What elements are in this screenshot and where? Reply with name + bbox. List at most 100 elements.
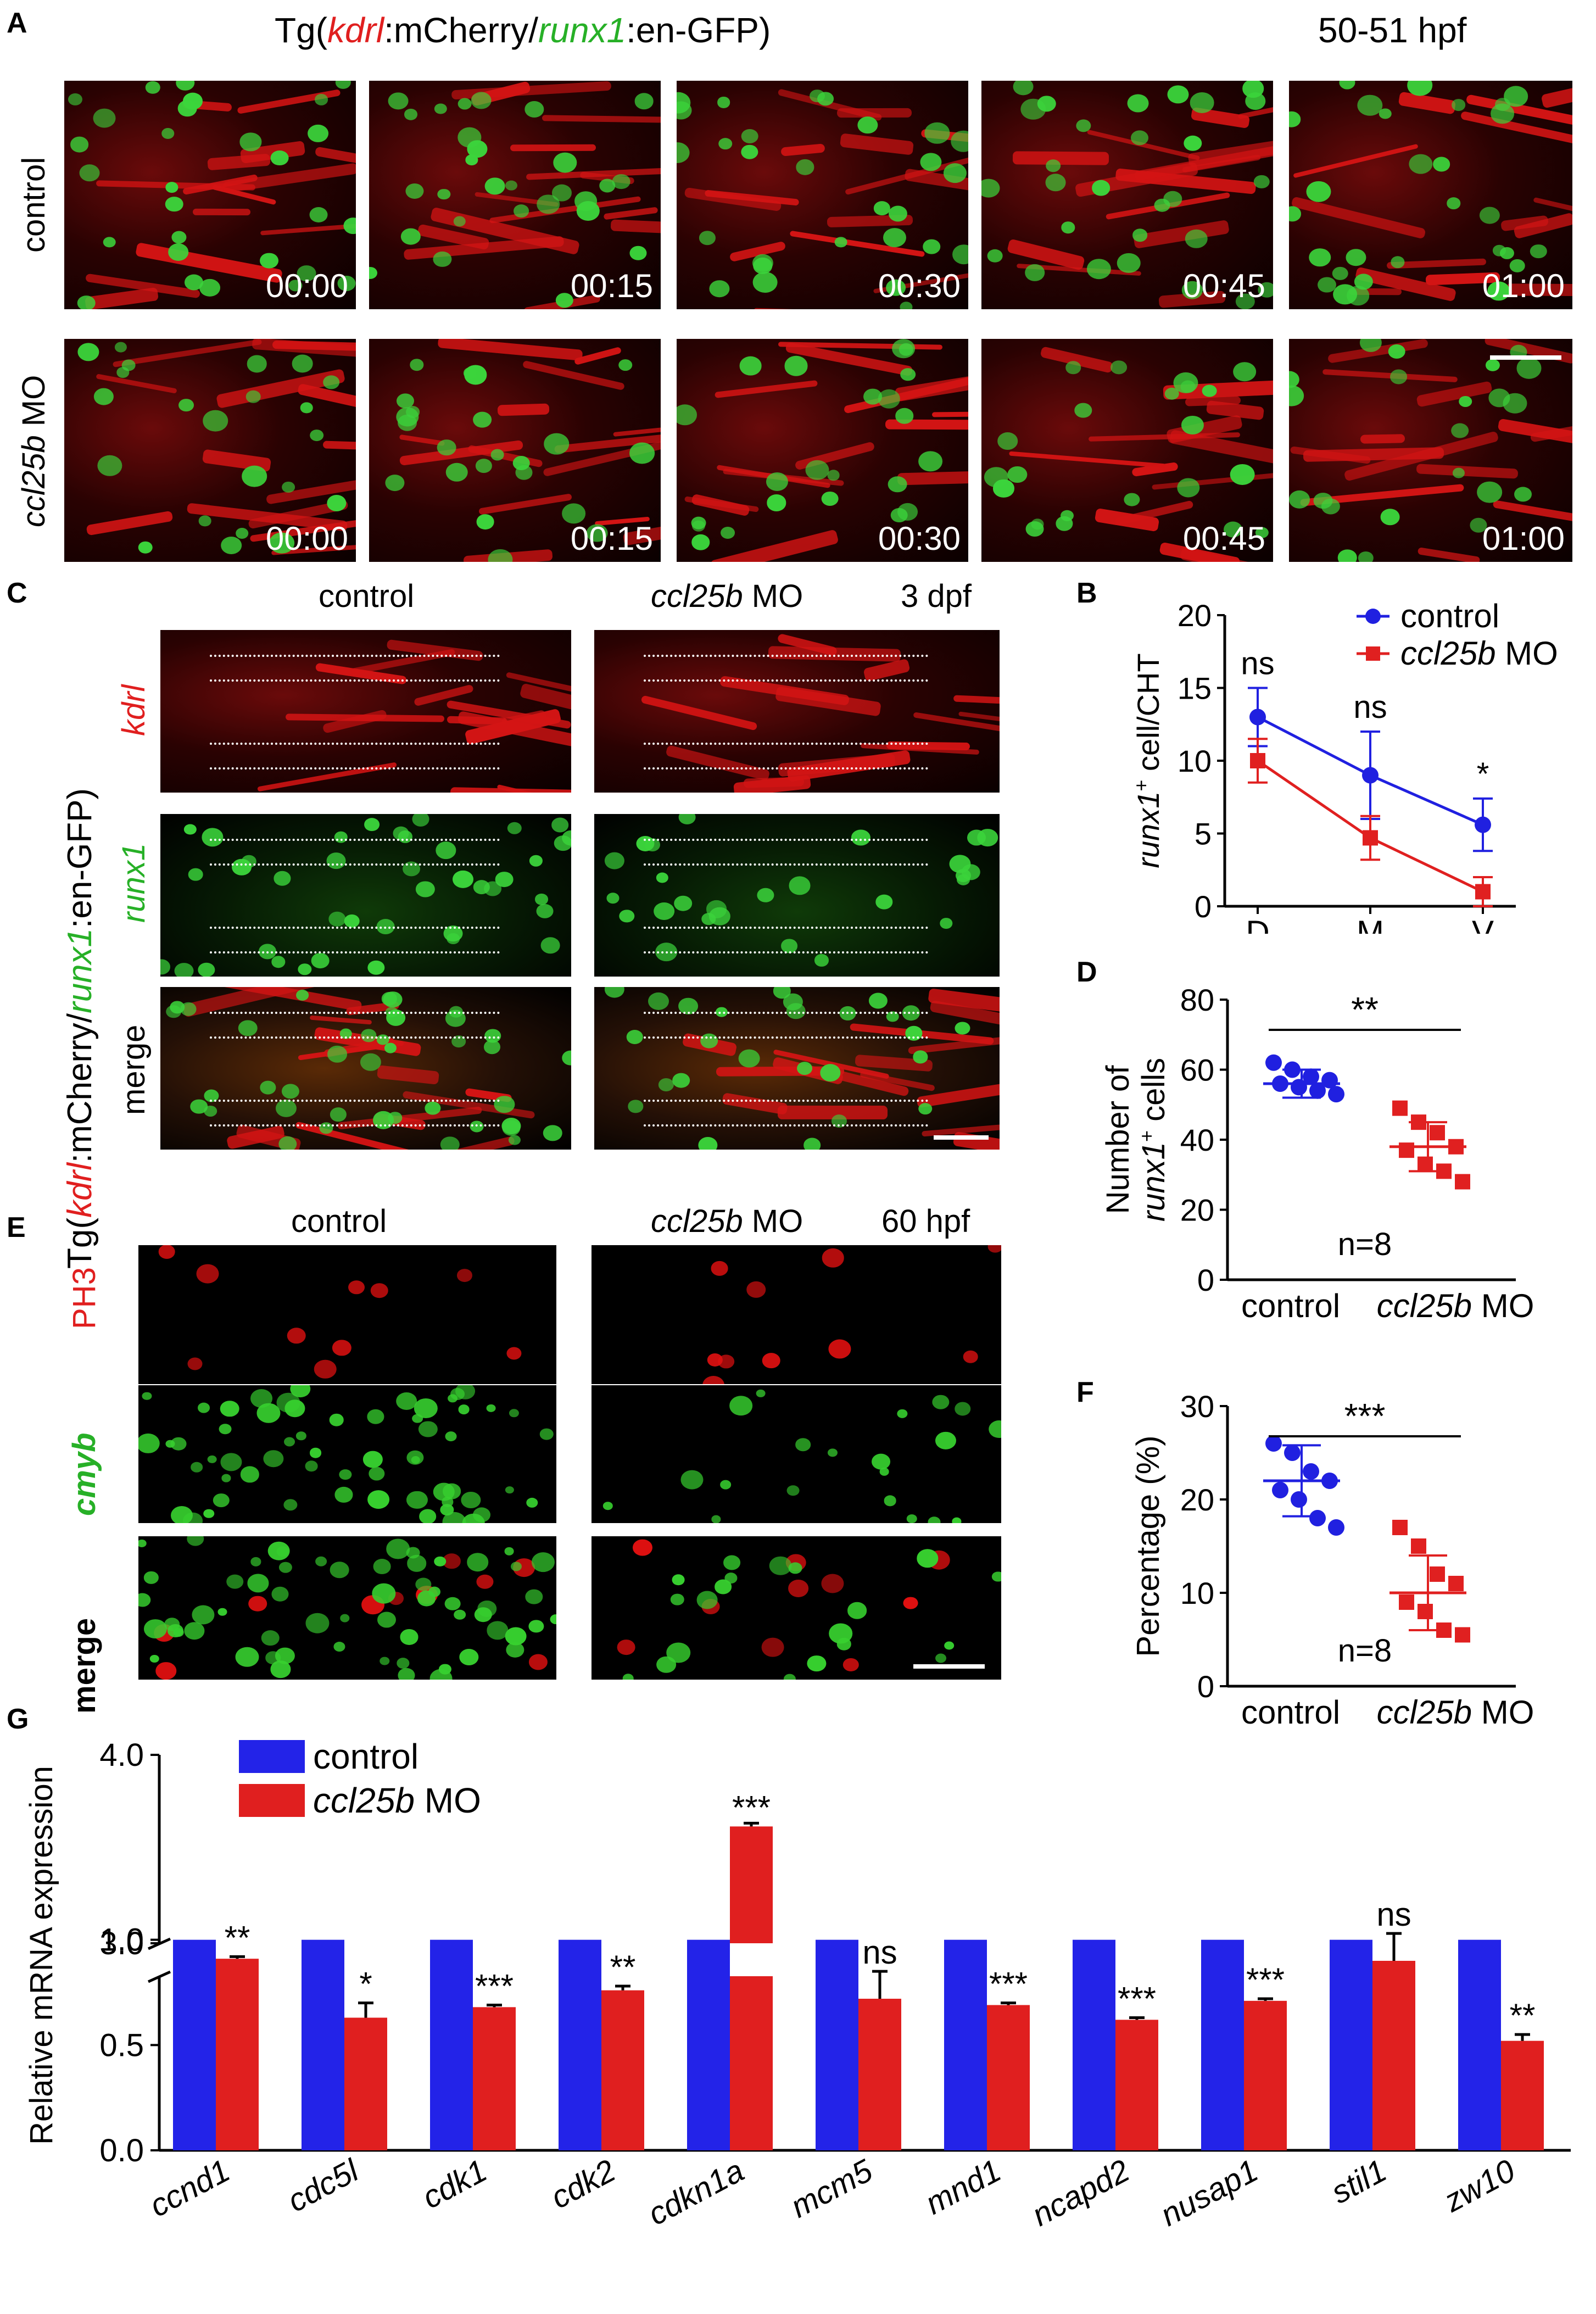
dotted-boundary [210,1036,500,1039]
vessel-streak [775,686,882,717]
cell-blob [196,1264,219,1284]
cell-blob [506,1347,522,1360]
data-point [1249,709,1266,726]
cell-blob [236,528,249,539]
x-tick-label: cdc5l [282,2152,365,2219]
cell-blob [738,1049,760,1068]
cell-blob [626,1030,644,1045]
data-point [1291,1491,1307,1508]
cell-blob [184,274,203,291]
cell-blob [410,359,424,371]
cell-blob [1493,244,1506,257]
cell-blob [780,939,797,954]
significance-label: ns [1241,646,1274,682]
cell-blob [160,959,170,975]
cell-blob [511,1562,522,1571]
row-mo-gene: ccl25b [16,435,52,527]
cell-blob [822,491,839,506]
cell-blob [455,1385,475,1400]
cell-blob [433,251,452,267]
cell-blob [795,1438,811,1452]
cell-blob [1127,94,1149,113]
cell-blob [1407,81,1433,96]
cell-blob [842,1658,859,1672]
stained-image [137,1535,557,1681]
significance-label: *** [732,1789,771,1826]
cell-blob [847,1602,867,1619]
cell-blob [333,1641,345,1652]
cell-blob [190,1099,208,1114]
scale-bar [913,1664,985,1669]
data-point [1430,1125,1445,1141]
cell-blob [414,1398,438,1418]
cell-blob [168,243,189,261]
vessel-streak [684,187,782,211]
cell-blob [629,442,655,464]
dotted-boundary [644,1124,928,1127]
c-side-runx1: runx1 [61,928,99,1013]
cell-blob [284,1437,295,1447]
y-tick-label: 0 [1195,889,1212,924]
cell-blob [434,1556,446,1566]
cell-blob [1509,259,1525,272]
dotted-boundary [644,1036,928,1039]
dotted-boundary [210,679,500,682]
dotted-boundary [210,1012,500,1014]
cell-blob [459,1649,479,1666]
cell-blob [892,339,915,359]
data-point [1455,1627,1470,1643]
cell-blob [900,367,916,381]
n-label: n=8 [1338,1226,1392,1262]
cell-blob [360,1053,382,1071]
cell-blob [872,1453,891,1470]
x-label-mo-suffix: MO [1472,1287,1534,1324]
cell-blob [786,1485,800,1496]
cell-blob [334,1487,353,1503]
cell-blob [138,1539,147,1547]
cell-blob [433,1482,455,1501]
vessel-streak [1293,143,1419,179]
cell-blob [648,992,669,1010]
vessel-streak [86,510,174,536]
y-tick-label: 20 [1178,598,1212,633]
data-point [1309,1082,1326,1099]
timestamp: 01:00 [1482,520,1565,557]
cell-blob [198,1402,210,1413]
y-tick-label: 5 [1195,817,1212,851]
ylabel-rest: cells [1136,1058,1171,1130]
data-point [1303,1463,1319,1480]
c-side-prefix: Tg( [61,1218,99,1269]
cell-blob [900,302,913,309]
timestamp: 01:00 [1482,267,1565,304]
y-axis-label-line1: Number of [1100,1065,1136,1214]
cell-blob [622,1674,634,1680]
cell-blob [238,1020,258,1036]
cell-blob [691,520,705,532]
cell-blob [461,1491,481,1508]
cell-blob [173,1628,184,1637]
cell-blob [348,1280,365,1295]
vessel-streak [510,144,596,152]
cell-blob [718,137,733,150]
cell-blob [213,1493,230,1508]
cell-blob [453,216,466,227]
title-prefix: Tg( [275,10,327,50]
bar-mo [1115,2020,1158,2150]
timestamp: 00:15 [570,520,653,557]
data-point [1363,830,1378,846]
cell-blob [618,359,633,371]
dotted-boundary [644,743,928,745]
vessel-streak [1360,434,1405,444]
cell-blob [928,1516,941,1523]
vessel-streak [665,744,771,781]
cell-blob [444,1597,461,1611]
y-tick-label: 20 [1180,1482,1214,1517]
cell-blob [330,1107,347,1122]
cell-blob [176,81,194,91]
cell-blob [248,1596,267,1612]
cell-blob [242,465,267,487]
cell-blob [1245,92,1266,110]
data-point [1430,1566,1445,1582]
y-tick-label: 40 [1180,1123,1214,1157]
cell-blob [918,451,942,472]
